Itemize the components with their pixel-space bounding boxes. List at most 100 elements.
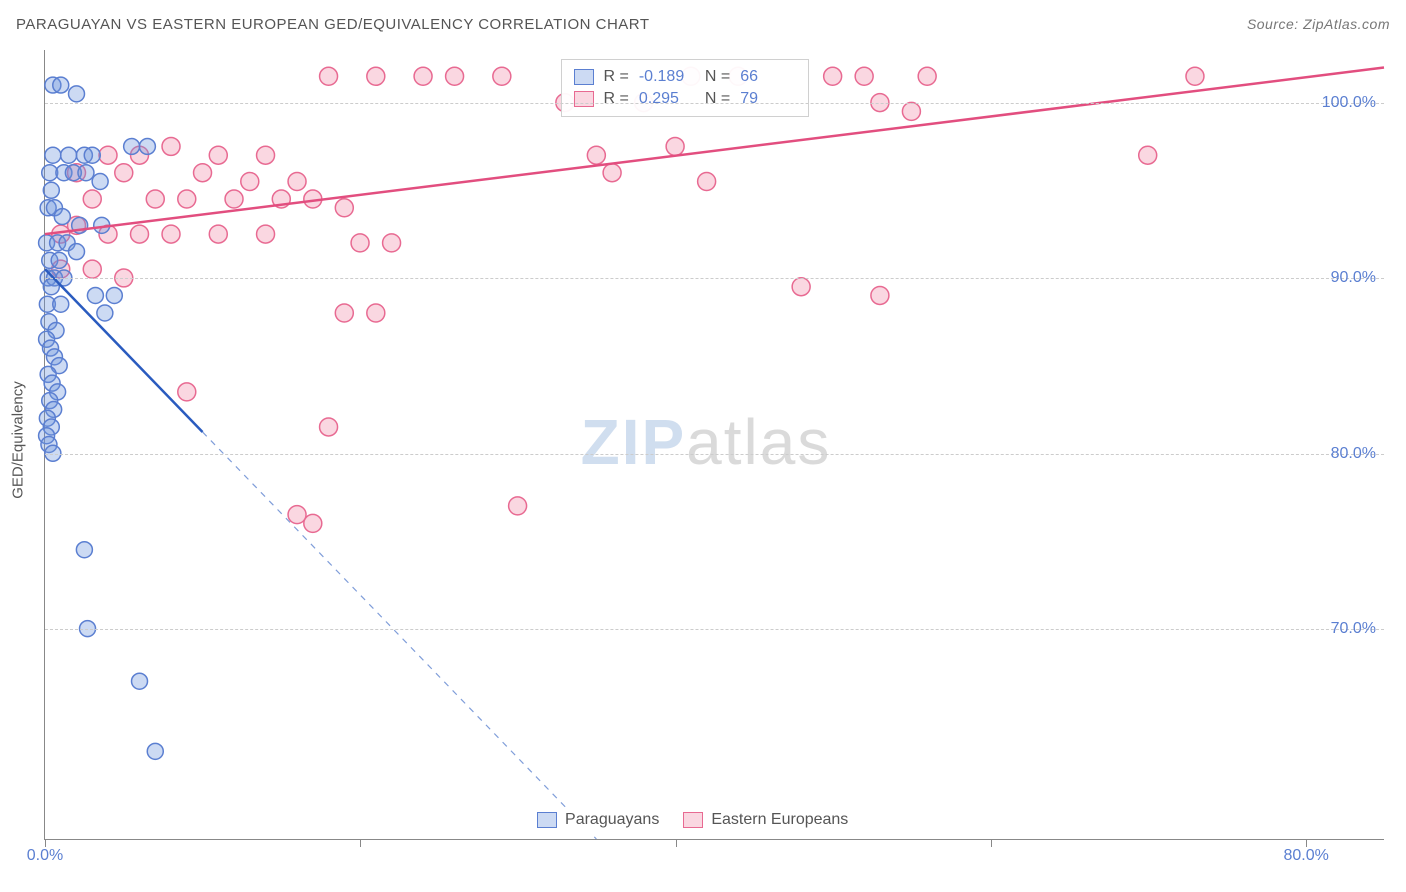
scatter-point <box>178 383 196 401</box>
y-tick-label: 90.0% <box>1331 269 1376 287</box>
correlation-row-eastern: R = 0.295 N = 79 <box>574 88 797 110</box>
gridline-h <box>45 103 1384 104</box>
x-tick <box>991 839 992 847</box>
scatter-point <box>83 190 101 208</box>
x-tick <box>1306 839 1307 847</box>
scatter-point <box>124 138 140 154</box>
scatter-point <box>509 497 527 515</box>
scatter-point <box>1186 67 1204 85</box>
gridline-h <box>45 629 1384 630</box>
scatter-point <box>76 542 92 558</box>
gridline-h <box>45 454 1384 455</box>
n-label: N = <box>705 68 730 86</box>
scatter-point <box>871 286 889 304</box>
scatter-point <box>383 234 401 252</box>
scatter-point <box>53 296 69 312</box>
scatter-point <box>241 173 259 191</box>
x-tick <box>360 839 361 847</box>
scatter-point <box>83 260 101 278</box>
x-tick-label: 80.0% <box>1283 847 1328 865</box>
scatter-point <box>493 67 511 85</box>
scatter-point <box>902 102 920 120</box>
r-label: R = <box>604 90 629 108</box>
scatter-point <box>132 673 148 689</box>
scatter-point <box>194 164 212 182</box>
chart-svg <box>45 50 1384 839</box>
scatter-point <box>84 147 100 163</box>
r-value-paraguayans: -0.189 <box>639 68 695 86</box>
series-legend: Paraguayans Eastern Europeans <box>527 807 858 833</box>
scatter-point <box>53 77 69 93</box>
scatter-point <box>335 199 353 217</box>
scatter-point <box>918 67 936 85</box>
scatter-point <box>61 147 77 163</box>
scatter-point <box>257 225 275 243</box>
scatter-point <box>288 173 306 191</box>
scatter-point <box>78 165 94 181</box>
scatter-point <box>666 137 684 155</box>
scatter-point <box>106 287 122 303</box>
scatter-point <box>698 173 716 191</box>
scatter-point <box>335 304 353 322</box>
scatter-point <box>146 190 164 208</box>
r-value-eastern: 0.295 <box>639 90 695 108</box>
source-label: Source: ZipAtlas.com <box>1247 16 1390 32</box>
scatter-point <box>162 137 180 155</box>
scatter-point <box>209 225 227 243</box>
scatter-point <box>147 743 163 759</box>
scatter-point <box>51 252 67 268</box>
scatter-point <box>824 67 842 85</box>
legend-label-paraguayans: Paraguayans <box>565 811 659 829</box>
scatter-point <box>446 67 464 85</box>
n-label: N = <box>705 90 730 108</box>
scatter-point <box>99 146 117 164</box>
scatter-point <box>69 244 85 260</box>
y-tick-label: 70.0% <box>1331 620 1376 638</box>
scatter-point <box>178 190 196 208</box>
scatter-point <box>54 209 70 225</box>
x-tick-label: 0.0% <box>27 847 63 865</box>
n-value-eastern: 79 <box>740 90 796 108</box>
x-tick <box>45 839 46 847</box>
correlation-legend: R = -0.189 N = 66 R = 0.295 N = 79 <box>561 59 810 117</box>
scatter-point <box>304 514 322 532</box>
scatter-point <box>587 146 605 164</box>
legend-item-eastern: Eastern Europeans <box>683 811 848 829</box>
scatter-point <box>45 147 61 163</box>
scatter-point <box>855 67 873 85</box>
scatter-point <box>209 146 227 164</box>
legend-item-paraguayans: Paraguayans <box>537 811 659 829</box>
scatter-point <box>1139 146 1157 164</box>
correlation-row-paraguayans: R = -0.189 N = 66 <box>574 66 797 88</box>
swatch-eastern <box>574 91 594 107</box>
title-bar: PARAGUAYAN VS EASTERN EUROPEAN GED/EQUIV… <box>0 0 1406 44</box>
plot-region: ZIPatlas R = -0.189 N = 66 R = 0.295 N =… <box>44 50 1384 840</box>
scatter-point <box>414 67 432 85</box>
scatter-point <box>320 67 338 85</box>
scatter-point <box>162 225 180 243</box>
scatter-point <box>87 287 103 303</box>
scatter-point <box>351 234 369 252</box>
y-axis-label: GED/Equivalency <box>10 381 27 499</box>
scatter-point <box>92 174 108 190</box>
scatter-point <box>257 146 275 164</box>
gridline-h <box>45 278 1384 279</box>
scatter-point <box>225 190 243 208</box>
legend-label-eastern: Eastern Europeans <box>711 811 848 829</box>
trend-line-dashed <box>203 432 597 839</box>
scatter-point <box>792 278 810 296</box>
scatter-point <box>115 164 133 182</box>
y-tick-label: 100.0% <box>1322 94 1376 112</box>
r-label: R = <box>604 68 629 86</box>
scatter-point <box>603 164 621 182</box>
swatch-paraguayans <box>574 69 594 85</box>
scatter-point <box>367 304 385 322</box>
chart-title: PARAGUAYAN VS EASTERN EUROPEAN GED/EQUIV… <box>16 16 650 33</box>
scatter-point <box>320 418 338 436</box>
scatter-point <box>97 305 113 321</box>
scatter-point <box>69 86 85 102</box>
legend-swatch-eastern <box>683 812 703 828</box>
legend-swatch-paraguayans <box>537 812 557 828</box>
trend-line-solid <box>45 269 203 432</box>
y-tick-label: 80.0% <box>1331 445 1376 463</box>
